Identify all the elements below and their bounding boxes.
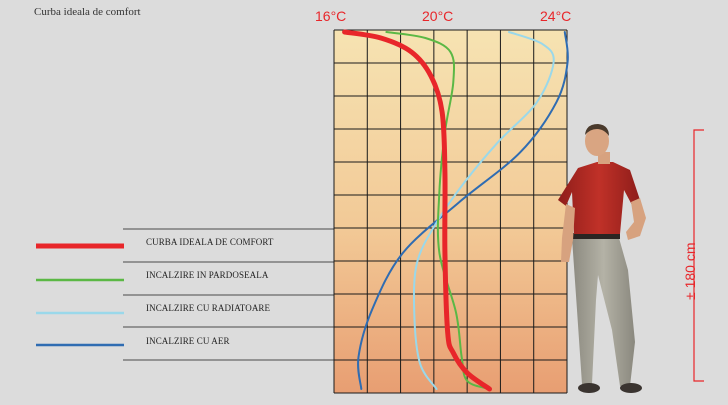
series-layer bbox=[342, 29, 569, 392]
x-tick-24: 24°C bbox=[540, 8, 572, 24]
height-label: ± 180 cm bbox=[682, 242, 698, 300]
person-illustration bbox=[558, 124, 646, 393]
legend-lines bbox=[36, 228, 334, 361]
chart-title: Curba ideala de comfort bbox=[34, 6, 141, 18]
chart-panel bbox=[334, 30, 567, 393]
height-bracket bbox=[693, 129, 704, 382]
x-tick-16: 16°C bbox=[315, 8, 347, 24]
series-line-2 bbox=[412, 31, 555, 390]
legend-label-floor: INCALZIRE IN PARDOSEALA bbox=[146, 270, 269, 280]
legend-label-comfort: CURBA IDEALA DE COMFORT bbox=[146, 237, 274, 247]
series-line-3 bbox=[357, 31, 569, 390]
legend-label-air: INCALZIRE CU AER bbox=[146, 336, 230, 346]
grid-lines bbox=[333, 29, 568, 394]
x-tick-20: 20°C bbox=[422, 8, 454, 24]
series-line-0 bbox=[342, 29, 493, 392]
legend-label-radiator: INCALZIRE CU RADIATOARE bbox=[146, 303, 271, 313]
